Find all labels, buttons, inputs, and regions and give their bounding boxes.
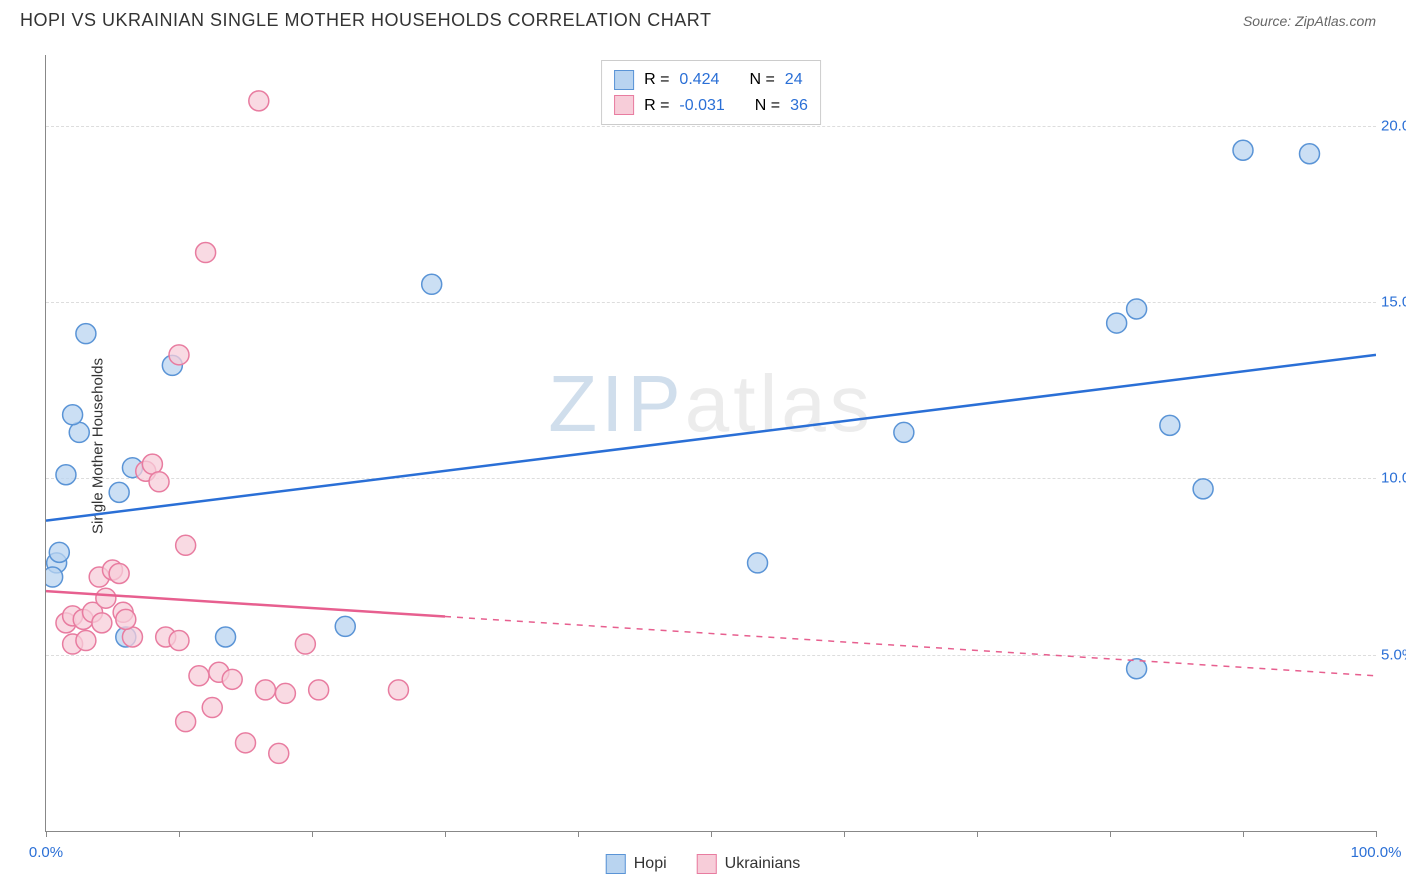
legend-row-ukrainians: R = -0.031 N = 36 <box>614 93 808 119</box>
trend-line-solid <box>46 591 445 616</box>
x-tick <box>312 831 313 837</box>
swatch-ukrainians-bottom <box>697 854 717 874</box>
r-value-ukrainians: -0.031 <box>679 93 724 119</box>
x-tick-label: 100.0% <box>1351 844 1402 861</box>
trend-line-solid <box>46 355 1376 521</box>
plot-area: ZIPatlas R = 0.424 N = 24 R = -0.031 N =… <box>45 55 1376 832</box>
r-label: R = <box>644 93 669 119</box>
legend-row-hopi: R = 0.424 N = 24 <box>614 67 808 93</box>
y-tick-label: 5.0% <box>1381 646 1406 663</box>
chart-title: HOPI VS UKRAINIAN SINGLE MOTHER HOUSEHOL… <box>20 10 711 31</box>
trend-lines-layer <box>46 55 1376 831</box>
legend-label-ukrainians: Ukrainians <box>725 855 801 873</box>
series-legend: Hopi Ukrainians <box>606 854 801 874</box>
x-tick <box>46 831 47 837</box>
n-value-hopi: 24 <box>785 67 803 93</box>
x-tick <box>179 831 180 837</box>
r-value-hopi: 0.424 <box>679 67 719 93</box>
x-tick <box>1110 831 1111 837</box>
legend-label-hopi: Hopi <box>634 855 667 873</box>
x-tick <box>1243 831 1244 837</box>
x-tick <box>711 831 712 837</box>
source-label: Source: ZipAtlas.com <box>1243 13 1376 29</box>
swatch-hopi-bottom <box>606 854 626 874</box>
correlation-legend: R = 0.424 N = 24 R = -0.031 N = 36 <box>601 60 821 125</box>
chart-area: ZIPatlas R = 0.424 N = 24 R = -0.031 N =… <box>45 55 1376 832</box>
n-value-ukrainians: 36 <box>790 93 808 119</box>
legend-item-ukrainians: Ukrainians <box>697 854 801 874</box>
y-tick-label: 15.0% <box>1381 293 1406 310</box>
r-label: R = <box>644 67 669 93</box>
n-label: N = <box>755 93 780 119</box>
x-tick <box>445 831 446 837</box>
y-tick-label: 20.0% <box>1381 117 1406 134</box>
y-tick-label: 10.0% <box>1381 470 1406 487</box>
swatch-hopi <box>614 70 634 90</box>
swatch-ukrainians <box>614 95 634 115</box>
x-tick-label: 0.0% <box>29 844 63 861</box>
title-bar: HOPI VS UKRAINIAN SINGLE MOTHER HOUSEHOL… <box>0 0 1406 41</box>
x-tick <box>844 831 845 837</box>
x-tick <box>1376 831 1377 837</box>
n-label: N = <box>749 67 774 93</box>
trend-line-dashed <box>445 617 1376 676</box>
legend-item-hopi: Hopi <box>606 854 667 874</box>
x-tick <box>578 831 579 837</box>
x-tick <box>977 831 978 837</box>
